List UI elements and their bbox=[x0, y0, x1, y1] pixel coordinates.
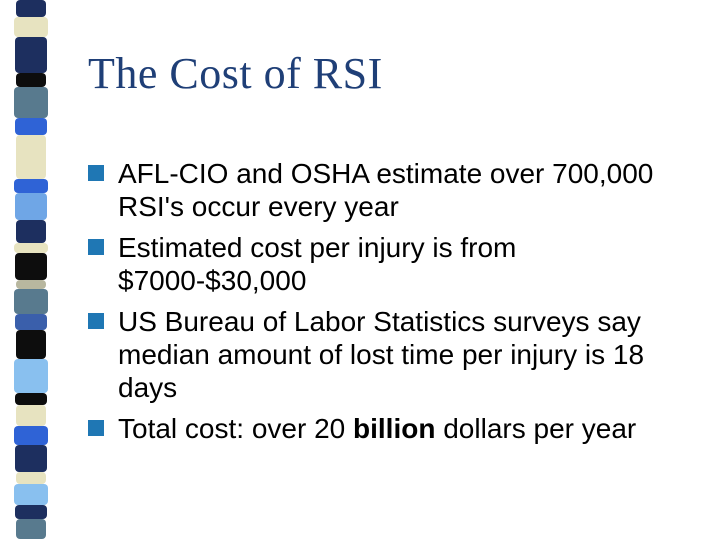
bullet-text-after: dollars per year bbox=[435, 413, 636, 444]
bullet-item: AFL-CIO and OSHA estimate over 700,000 R… bbox=[88, 157, 689, 223]
stripe-segment bbox=[14, 426, 48, 445]
stripe-segment bbox=[14, 87, 48, 118]
stripe-segment bbox=[16, 405, 46, 426]
bullet-square-icon bbox=[88, 165, 104, 181]
bullet-square-icon bbox=[88, 239, 104, 255]
stripe-segment bbox=[16, 0, 46, 17]
bullet-item: Estimated cost per injury is from $7000-… bbox=[88, 231, 689, 297]
bullet-item: Total cost: over 20 billion dollars per … bbox=[88, 412, 689, 445]
bullet-text-bold: billion bbox=[353, 413, 435, 444]
bullet-text: AFL-CIO and OSHA estimate over 700,000 R… bbox=[118, 157, 689, 223]
stripe-segment bbox=[15, 118, 47, 135]
stripe-segment bbox=[16, 280, 46, 290]
bullet-text: Total cost: over 20 billion dollars per … bbox=[118, 412, 636, 445]
stripe-segment bbox=[16, 519, 46, 539]
decorative-stripe-column bbox=[14, 0, 48, 539]
stripe-segment bbox=[16, 330, 46, 359]
bullet-text: Estimated cost per injury is from $7000-… bbox=[118, 231, 689, 297]
stripe-segment bbox=[14, 243, 48, 253]
stripe-segment bbox=[15, 253, 47, 280]
bullet-text-before: Total cost: over 20 bbox=[118, 413, 353, 444]
stripe-segment bbox=[16, 135, 46, 179]
stripe-segment bbox=[15, 314, 47, 329]
slide-content: The Cost of RSI AFL-CIO and OSHA estimat… bbox=[88, 48, 689, 453]
bullet-square-icon bbox=[88, 420, 104, 436]
stripe-segment bbox=[14, 179, 48, 193]
stripe-segment bbox=[16, 220, 46, 243]
stripe-segment bbox=[14, 359, 48, 394]
stripe-segment bbox=[15, 505, 47, 519]
stripe-segment bbox=[15, 445, 47, 472]
bullet-item: US Bureau of Labor Statistics surveys sa… bbox=[88, 305, 689, 404]
stripe-segment bbox=[15, 193, 47, 220]
slide: The Cost of RSI AFL-CIO and OSHA estimat… bbox=[0, 0, 719, 539]
stripe-segment bbox=[14, 484, 48, 505]
bullet-text: US Bureau of Labor Statistics surveys sa… bbox=[118, 305, 689, 404]
bullet-square-icon bbox=[88, 313, 104, 329]
stripe-segment bbox=[16, 73, 46, 87]
stripe-segment bbox=[15, 37, 47, 74]
slide-title: The Cost of RSI bbox=[88, 48, 689, 99]
stripe-segment bbox=[14, 17, 48, 36]
stripe-segment bbox=[14, 289, 48, 314]
stripe-segment bbox=[16, 472, 46, 484]
stripe-segment bbox=[15, 393, 47, 405]
bullet-list: AFL-CIO and OSHA estimate over 700,000 R… bbox=[88, 157, 689, 445]
